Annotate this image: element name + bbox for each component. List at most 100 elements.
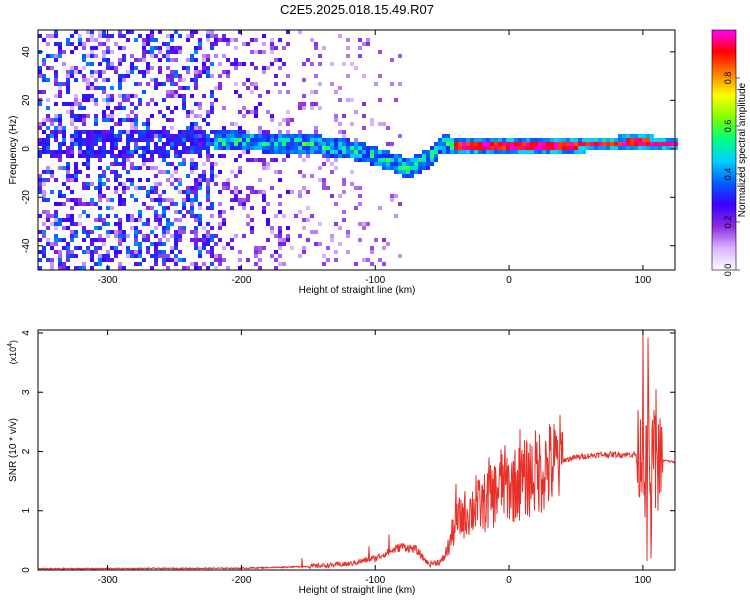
spectrogram-cell: [46, 166, 50, 170]
spectrogram-cell: [142, 70, 146, 74]
spectrogram-cell: [362, 126, 366, 130]
spectrogram-cell: [174, 186, 178, 190]
spectrogram-cell: [306, 142, 310, 146]
spectrogram-cell: [366, 38, 370, 42]
spectrogram-cell: [190, 162, 194, 166]
spectrogram-cell: [106, 78, 110, 82]
spectrogram-cell: [270, 254, 274, 258]
spectrogram-cell: [406, 170, 410, 174]
spectrogram-cell: [134, 198, 138, 202]
spectrogram-cell: [234, 194, 238, 198]
spectrogram-cell: [306, 154, 310, 158]
spectrogram-cell: [310, 142, 314, 146]
spectrogram-cell: [278, 194, 282, 198]
spectrogram-cell: [106, 46, 110, 50]
spectrogram-cell: [122, 166, 126, 170]
spectrogram-cell: [130, 194, 134, 198]
spectrogram-cell: [102, 146, 106, 150]
spectrogram-cell: [458, 146, 462, 150]
spectrogram-cell: [166, 226, 170, 230]
spectrogram-cell: [542, 150, 546, 154]
spectrogram-cell: [94, 114, 98, 118]
spectrogram-cell: [202, 162, 206, 166]
spectrogram-cell: [154, 102, 158, 106]
spectrogram-cell: [298, 142, 302, 146]
spectrogram-cell: [94, 218, 98, 222]
spectrogram-cell: [174, 238, 178, 242]
spectrogram-cell: [322, 146, 326, 150]
spectrogram-cell: [342, 150, 346, 154]
spectrogram-cell: [514, 142, 518, 146]
spectrogram-cell: [78, 154, 82, 158]
spectrogram-cell: [130, 154, 134, 158]
spectrogram-cell: [182, 66, 186, 70]
spectrogram-cell: [82, 250, 86, 254]
spectrogram-x-tick-label: 0: [506, 275, 512, 286]
spectrogram-cell: [58, 142, 62, 146]
spectrogram-cell: [158, 170, 162, 174]
spectrogram-cell: [210, 94, 214, 98]
spectrogram-cell: [38, 186, 42, 190]
spectrogram-cell: [270, 46, 274, 50]
spectrogram-cell: [194, 214, 198, 218]
spectrogram-cell: [118, 134, 122, 138]
spectrogram-cell: [314, 46, 318, 50]
spectrogram-cell: [158, 250, 162, 254]
spectrogram-cell: [118, 250, 122, 254]
spectrogram-cell: [94, 246, 98, 250]
spectrogram-cell: [94, 54, 98, 58]
spectrogram-cell: [210, 110, 214, 114]
spectrogram-cell: [66, 178, 70, 182]
spectrogram-cell: [174, 234, 178, 238]
spectrogram-cell: [150, 254, 154, 258]
spectrogram-cell: [106, 130, 110, 134]
spectrogram-cell: [66, 250, 70, 254]
spectrogram-cell: [166, 238, 170, 242]
spectrogram-cell: [546, 150, 550, 154]
spectrogram-cell: [442, 146, 446, 150]
spectrogram-cell: [82, 226, 86, 230]
spectrogram-cell: [318, 134, 322, 138]
spectrogram-cell: [266, 142, 270, 146]
spectrogram-cell: [390, 142, 394, 146]
spectrogram-cell: [262, 50, 266, 54]
spectrogram-cell: [242, 202, 246, 206]
spectrogram-cell: [78, 118, 82, 122]
spectrogram-cell: [106, 138, 110, 142]
spectrogram-cell: [306, 146, 310, 150]
spectrogram-cell: [222, 38, 226, 42]
spectrogram-cell: [298, 134, 302, 138]
spectrogram-cell: [250, 146, 254, 150]
spectrogram-cell: [338, 34, 342, 38]
spectrogram-cell: [198, 218, 202, 222]
spectrogram-cell: [98, 158, 102, 162]
spectrogram-cell: [46, 210, 50, 214]
spectrogram-cell: [98, 198, 102, 202]
spectrogram-cell: [266, 162, 270, 166]
spectrogram-cell: [358, 46, 362, 50]
spectrogram-cell: [530, 146, 534, 150]
spectrogram-cell: [166, 206, 170, 210]
spectrogram-cell: [466, 142, 470, 146]
spectrogram-cell: [206, 194, 210, 198]
spectrogram-cell: [102, 154, 106, 158]
spectrogram-cell: [262, 34, 266, 38]
spectrogram-cell: [94, 142, 98, 146]
spectrogram-cell: [58, 86, 62, 90]
spectrogram-cell: [198, 46, 202, 50]
spectrogram-cell: [134, 150, 138, 154]
spectrogram-cell: [46, 138, 50, 142]
spectrogram-cell: [42, 230, 46, 234]
spectrogram-cell: [114, 122, 118, 126]
spectrogram-cell: [94, 122, 98, 126]
spectrogram-cell: [302, 146, 306, 150]
spectrogram-cell: [266, 138, 270, 142]
spectrogram-cell: [126, 134, 130, 138]
spectrogram-cell: [230, 62, 234, 66]
spectrogram-cell: [218, 254, 222, 258]
spectrogram-cell: [74, 94, 78, 98]
spectrogram-cell: [290, 134, 294, 138]
spectrogram-cell: [342, 190, 346, 194]
spectrogram-cell: [178, 94, 182, 98]
spectrogram-cell: [50, 154, 54, 158]
